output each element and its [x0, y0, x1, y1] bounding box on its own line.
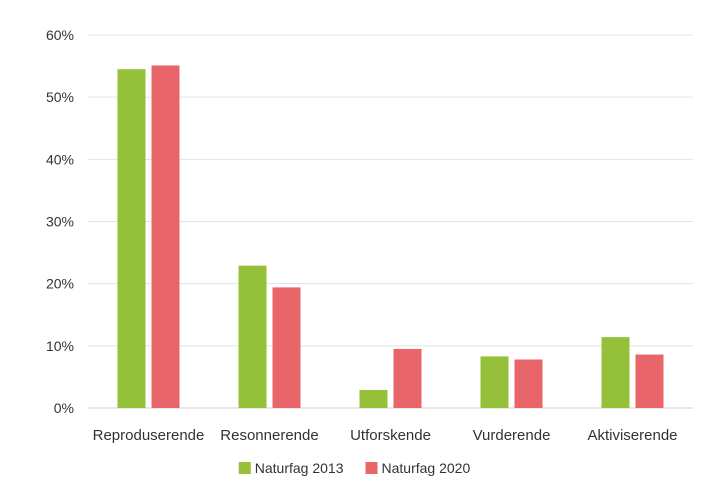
bar-2013-utforskende: [359, 389, 388, 408]
x-category-label: Aktiviserende: [587, 427, 677, 444]
y-tick-label: 60%: [46, 27, 74, 43]
legend-label-2013: Naturfag 2013: [255, 460, 344, 476]
gridlines: [88, 34, 693, 409]
bars: [117, 65, 664, 409]
y-tick-label: 10%: [46, 338, 74, 354]
legend-label-2020: Naturfag 2020: [382, 460, 471, 476]
bar-2020-resonnerende: [272, 287, 301, 408]
legend-swatch-2013: [238, 462, 251, 474]
bar-2020-utforskende: [393, 348, 422, 408]
y-tick-label: 50%: [46, 89, 74, 105]
x-category-label: Utforskende: [350, 427, 431, 444]
bar-2013-reproduserende: [117, 69, 146, 409]
legend: Naturfag 2013 Naturfag 2020: [238, 460, 471, 476]
bar-2013-vurderende: [480, 356, 509, 408]
x-category-label: Reproduserende: [93, 427, 205, 444]
x-axis-labels: Reproduserende Resonnerende Utforskende Vur…: [93, 427, 678, 444]
bar-2013-resonnerende: [238, 265, 267, 408]
x-category-label: Vurderende: [473, 427, 551, 444]
bar-2020-vurderende: [514, 359, 543, 408]
y-tick-label: 20%: [46, 276, 74, 292]
x-category-label: Resonnerende: [220, 427, 318, 444]
y-axis-ticks: 0% 10% 20% 30% 40% 50% 60%: [46, 27, 74, 416]
y-tick-label: 0%: [54, 400, 74, 416]
bar-2020-aktiviserende: [635, 354, 664, 408]
y-tick-label: 40%: [46, 151, 74, 167]
bar-2020-reproduserende: [151, 65, 180, 408]
y-tick-label: 30%: [46, 214, 74, 230]
legend-swatch-2020: [365, 462, 378, 474]
bar-2013-aktiviserende: [601, 337, 630, 408]
